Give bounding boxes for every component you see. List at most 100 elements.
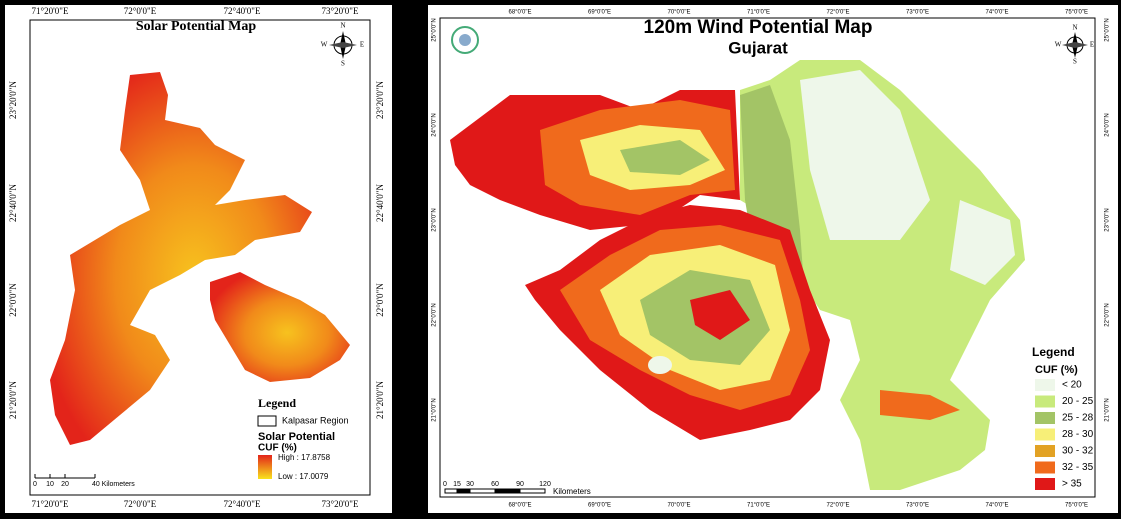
longitude-label: 75°0'0"E [1065, 10, 1088, 16]
legend-swatch [1035, 412, 1055, 424]
longitude-label: 74°0'0"E [985, 503, 1008, 509]
legend-unit: CUF (%) [258, 443, 297, 454]
solar-color-bar [258, 455, 272, 479]
longitude-label: 70°0'0"E [667, 10, 690, 16]
wind-title: 120m Wind Potential Map [644, 17, 873, 38]
scale-label: 20 [61, 481, 69, 488]
wind-region [450, 60, 1025, 490]
scale-label: 60 [491, 481, 499, 488]
wind-frame [439, 17, 1096, 498]
latitude-label: 22°40'0"N [375, 184, 385, 222]
latitude-label: 22°0'0"N [432, 303, 438, 326]
kutch-inner [620, 140, 710, 175]
coastal-wind-area [880, 390, 960, 420]
wind-scale-bar [444, 488, 546, 494]
latitude-label: 22°40'0"N [8, 184, 18, 222]
longitude-label: 69°0'0"E [588, 10, 611, 16]
wind-legend-title: Legend [1032, 345, 1075, 359]
scale-label: 0 [33, 481, 37, 488]
legend-swatch [1035, 461, 1055, 474]
latitude-label: 23°0'0"N [1105, 208, 1111, 231]
longitude-label: 72°0'0"E [124, 6, 157, 16]
compass-letter: S [1073, 58, 1077, 66]
solar-lobe [210, 272, 350, 382]
latitude-label: 22°0'0"N [375, 283, 385, 317]
latitude-label: 23°20'0"N [375, 81, 385, 119]
legend-label: < 20 [1062, 380, 1082, 391]
legend-swatch [1035, 428, 1055, 441]
longitude-label: 70°0'0"E [667, 503, 690, 509]
legend-region: Kalpasar Region [282, 415, 349, 425]
solar-scale-bar [34, 474, 96, 479]
longitude-label: 73°20'0"E [322, 6, 359, 16]
scale-label: 0 [443, 481, 447, 488]
solar-compass [329, 31, 357, 59]
longitude-label: 72°40'0"E [224, 499, 261, 509]
latitude-label: 25°0'0"N [1105, 18, 1111, 41]
legend-swatch [1035, 395, 1055, 408]
solar-main-area [50, 72, 312, 445]
longitude-label: 68°0'0"E [508, 10, 531, 16]
region-swatch [257, 415, 277, 427]
longitude-label: 72°0'0"E [826, 503, 849, 509]
latitude-label: 22°0'0"N [1105, 303, 1111, 326]
legend-label: > 35 [1062, 479, 1082, 490]
longitude-label: 73°0'0"E [906, 10, 929, 16]
longitude-label: 69°0'0"E [588, 503, 611, 509]
legend-swatch [1035, 445, 1055, 457]
compass-letter: N [1072, 24, 1077, 32]
wind-legend-unit: CUF (%) [1035, 364, 1078, 376]
scale-label: 40 Kilometers [92, 481, 135, 488]
solar-region [50, 72, 350, 445]
legend-label: 32 - 35 [1062, 462, 1094, 473]
latitude-label: 22°0'0"N [8, 283, 18, 317]
latitude-label: 21°0'0"N [432, 398, 438, 421]
compass-letter: N [340, 22, 345, 30]
scale-label: 30 [466, 481, 474, 488]
low-wind-area [800, 70, 930, 240]
legend-label: 20 - 25 [1062, 396, 1094, 407]
latitude-label: 25°0'0"N [432, 18, 438, 41]
longitude-label: 72°40'0"E [224, 6, 261, 16]
wind-subtitle: Gujarat [728, 38, 788, 57]
wind-compass [1062, 32, 1088, 58]
compass-letter: S [341, 60, 345, 68]
scale-label: 90 [516, 481, 524, 488]
solar-title: Solar Potential Map [136, 19, 257, 34]
legend-layer: Solar Potential [258, 431, 335, 443]
latitude-label: 21°0'0"N [1105, 398, 1111, 421]
legend-swatch [1035, 478, 1055, 490]
scale-label: 120 [539, 481, 551, 488]
latitude-label: 21°20'0"N [375, 381, 385, 419]
longitude-label: 74°0'0"E [985, 10, 1008, 16]
logo [451, 26, 479, 54]
legend-low: Low : 17.0079 [278, 472, 329, 481]
longitude-label: 72°0'0"E [124, 499, 157, 509]
longitude-label: 73°20'0"E [322, 499, 359, 509]
saurashtra-low [648, 356, 672, 374]
low-wind-area [950, 200, 1015, 285]
latitude-label: 24°0'0"N [1105, 113, 1111, 136]
scale-label: 10 [46, 481, 54, 488]
legend-high: High : 17.8758 [278, 453, 331, 462]
longitude-label: 73°0'0"E [906, 503, 929, 509]
latitude-label: 24°0'0"N [432, 113, 438, 136]
legend-label: 30 - 32 [1062, 446, 1094, 457]
latitude-label: 23°20'0"N [8, 81, 18, 119]
compass-letter: E [360, 41, 364, 49]
wind-scale-unit: Kilometers [553, 487, 591, 496]
latitude-label: 23°0'0"N [432, 208, 438, 231]
compass-letter: E [1090, 41, 1094, 49]
compass-letter: W [1055, 41, 1062, 49]
legend-label: 28 - 30 [1062, 429, 1094, 440]
saurashtra-peak [690, 290, 750, 340]
longitude-label: 71°0'0"E [747, 503, 770, 509]
legend-title: Legend [258, 396, 296, 410]
legend-label: 25 - 28 [1062, 413, 1094, 424]
latitude-label: 21°20'0"N [8, 381, 18, 419]
compass-letter: W [321, 41, 328, 49]
longitude-label: 71°20'0"E [32, 6, 69, 16]
scale-label: 15 [453, 481, 461, 488]
